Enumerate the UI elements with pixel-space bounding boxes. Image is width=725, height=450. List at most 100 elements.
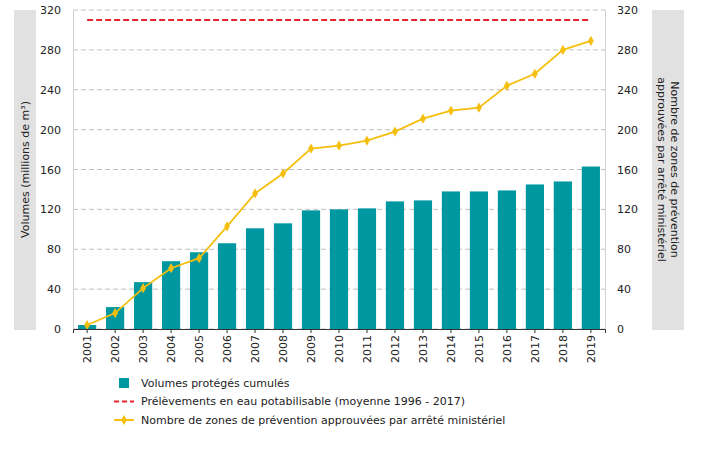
tick-mark [115, 329, 116, 333]
tick: 2013 [417, 329, 430, 363]
bar [106, 307, 124, 329]
legend-label: Volumes protégés cumulés [141, 377, 290, 390]
tick: 2003 [137, 329, 150, 363]
tick: 320 [40, 4, 73, 17]
tick-label: 2019 [585, 335, 598, 363]
grid [73, 10, 605, 329]
tick-label: 2006 [221, 335, 234, 363]
tick: 240 [605, 84, 638, 97]
y-axis-title: Volumes (millions de m³) [19, 101, 32, 238]
tick-label: 2001 [81, 335, 94, 363]
tick-label: 2012 [389, 335, 402, 363]
bar [302, 210, 320, 329]
legend-label: Prélèvements en eau potabilisable (moyen… [141, 395, 465, 408]
marker [448, 106, 454, 116]
tick: 80 [47, 243, 73, 256]
tick-mark [339, 329, 340, 333]
tick-label: 320 [40, 4, 61, 17]
bar [498, 190, 516, 329]
bar [246, 228, 264, 329]
tick-mark [283, 329, 284, 333]
marker [420, 114, 426, 124]
line [87, 19, 591, 21]
chart: 0408012016020024028032004080120160200240… [0, 0, 725, 450]
tick-label: 120 [617, 203, 638, 216]
marker [280, 168, 286, 178]
tick-label: 2015 [473, 335, 486, 363]
axis-line [605, 11, 606, 330]
tick: 2002 [109, 329, 122, 363]
tick-mark [143, 329, 144, 333]
x-axis: 2001200220032004200520062007200820092010… [74, 329, 606, 363]
tick: 240 [40, 84, 73, 97]
bar [442, 191, 460, 329]
y2-axis: 04080120160200240280320 [605, 4, 638, 336]
bar [134, 282, 152, 329]
bar [190, 252, 208, 329]
legend-swatch [119, 378, 129, 388]
tick: 0 [605, 323, 624, 336]
tick: 2012 [389, 329, 402, 363]
tick-label: 2016 [501, 335, 514, 363]
tick-label: 2018 [557, 335, 570, 363]
grid-line [73, 49, 605, 50]
marker [168, 263, 174, 273]
tick-mark [255, 329, 256, 333]
tick-label: 2010 [333, 335, 346, 363]
marker [224, 221, 230, 231]
marker [140, 283, 146, 293]
tick-label: 0 [617, 323, 624, 336]
tick: 2017 [529, 329, 542, 363]
legend-swatch [114, 401, 134, 403]
grid-line [73, 129, 605, 130]
legend-item: Prélèvements en eau potabilisable (moyen… [114, 395, 465, 408]
marks [78, 20, 600, 329]
tick-mark [450, 329, 451, 333]
tick-mark [506, 329, 507, 333]
grid-line [73, 89, 605, 90]
tick: 280 [605, 44, 638, 57]
tick: 320 [605, 4, 638, 17]
tick-label: 160 [40, 164, 61, 177]
tick-label: 2014 [445, 335, 458, 363]
tick-mark [478, 329, 479, 333]
bar [470, 191, 488, 329]
tick-label: 2004 [165, 335, 178, 363]
tick-mark [534, 329, 535, 333]
tick-label: 2008 [277, 335, 290, 363]
tick: 2014 [445, 329, 458, 363]
legend-marker [121, 415, 127, 425]
line [87, 41, 591, 325]
tick-mark [562, 329, 563, 333]
plot: 0408012016020024028032004080120160200240… [40, 4, 638, 363]
tick-label: 2005 [193, 335, 206, 363]
tick: 2018 [557, 329, 570, 363]
tick-mark [227, 329, 228, 333]
tick: 40 [47, 283, 73, 296]
tick: 2019 [585, 329, 598, 363]
bar [162, 261, 180, 329]
tick-label: 80 [617, 243, 631, 256]
bar [358, 208, 376, 329]
marker [308, 143, 314, 153]
marker [336, 140, 342, 150]
tick-label: 80 [47, 243, 61, 256]
tick: 2015 [473, 329, 486, 363]
tick-label: 2007 [249, 335, 262, 363]
marker [504, 81, 510, 91]
tick: 200 [605, 124, 638, 137]
axis-line [73, 11, 74, 330]
tick: 2004 [165, 329, 178, 363]
tick-label: 2011 [361, 335, 374, 363]
tick-label: 2003 [137, 335, 150, 363]
tick: 200 [40, 124, 73, 137]
bar [274, 223, 292, 329]
tick-mark [171, 329, 172, 333]
tick-label: 40 [47, 283, 61, 296]
tick-mark [394, 329, 395, 333]
tick-label: 0 [54, 323, 61, 336]
tick-label: 240 [40, 84, 61, 97]
tick-mark [199, 329, 200, 333]
marker [476, 103, 482, 113]
bar [414, 200, 432, 329]
